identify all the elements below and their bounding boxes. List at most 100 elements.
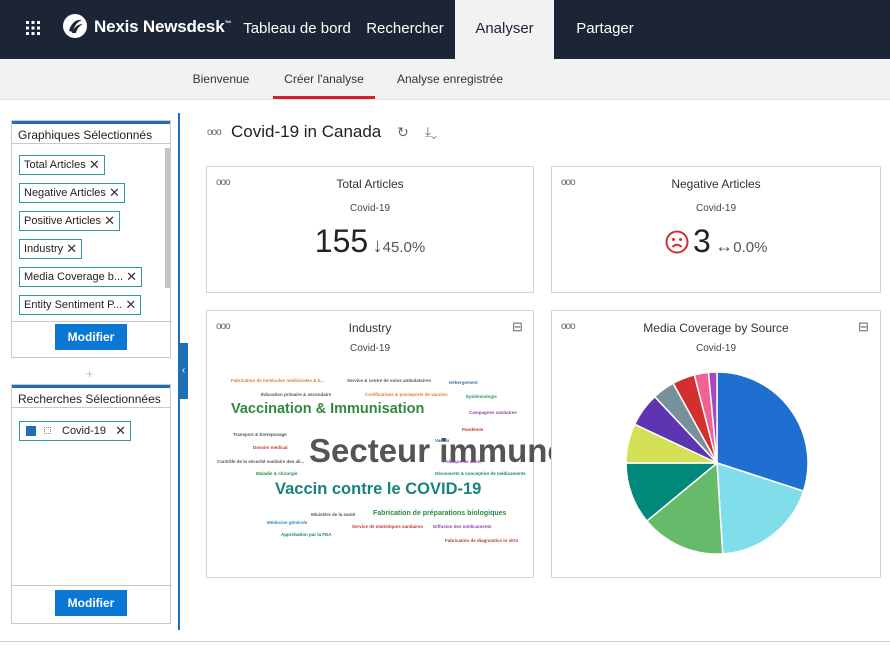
selected-searches-title: Recherches Sélectionnées <box>12 385 170 408</box>
modify-charts-button[interactable]: Modifier <box>55 324 127 350</box>
card-menu-icon[interactable]: ooo <box>216 321 231 332</box>
metric-change: 0.0% <box>733 239 768 256</box>
word-cloud-term[interactable]: Fabrication de préparations biologiques <box>373 510 507 517</box>
nexis-logo-icon <box>63 14 87 38</box>
app-grid-icon[interactable] <box>25 20 41 36</box>
word-cloud-term[interactable]: Éducation primaire & secondaire <box>261 392 332 397</box>
word-cloud-term[interactable]: Campagnes sanitaires <box>469 410 517 415</box>
chart-chip-media-coverage[interactable]: Media Coverage b... ✕ <box>19 267 143 287</box>
search-chip-covid-19[interactable]: Covid-19 ✕ <box>19 421 131 441</box>
collapse-icon[interactable]: ⊟ <box>512 319 523 334</box>
neutral-arrow-icon: ↔ <box>715 236 734 256</box>
card-title: Industry <box>348 321 392 335</box>
metric: 155 ↓45.0% <box>207 223 533 260</box>
metric: 3 ↔0.0% <box>552 223 880 260</box>
word-cloud-term[interactable]: Épidémiologie <box>466 394 497 399</box>
word-cloud-term[interactable]: Diffusion des médicaments <box>433 524 492 529</box>
card-subtitle: Covid-19 <box>695 343 737 354</box>
metric-value: 155 <box>314 223 369 259</box>
chart-chip-entity-sentiment[interactable]: Entity Sentiment P... ✕ <box>19 295 142 315</box>
divider <box>12 585 172 586</box>
page-title: Covid-19 in Canada <box>231 122 382 141</box>
nav-rechercher[interactable]: Rechercher <box>366 20 444 37</box>
total-articles-card: ooo Total Articles Covid-19 155 ↓45.0% <box>206 166 534 293</box>
word-cloud-term[interactable]: Service & centre de soins ambulatoires <box>347 378 432 383</box>
search-type-icon <box>44 427 51 434</box>
nav-tableau-de-bord[interactable]: Tableau de bord <box>243 20 351 37</box>
word-cloud-term[interactable]: Politique de santé <box>443 459 482 464</box>
pie-slice-1[interactable] <box>716 371 809 493</box>
selected-searches-panel: Recherches Sélectionnées Covid-19 ✕ Modi… <box>11 384 172 624</box>
remove-icon[interactable]: ✕ <box>125 297 137 312</box>
pie-slice-3[interactable] <box>645 461 724 555</box>
remove-icon[interactable]: ✕ <box>104 213 116 228</box>
chart-chip-total-articles[interactable]: Total Articles ✕ <box>19 155 105 175</box>
word-cloud-term[interactable]: Certifications & passeports de vaccins <box>365 392 448 397</box>
tab-creer-analyse[interactable]: Créer l'analyse <box>273 59 375 99</box>
remove-icon[interactable]: ✕ <box>88 157 100 172</box>
sad-face-icon <box>665 230 689 254</box>
card-title: Total Articles <box>336 177 404 191</box>
word-cloud-term[interactable]: Ministère de la santé <box>311 512 356 517</box>
divider <box>12 321 172 322</box>
remove-icon[interactable]: ✕ <box>66 241 78 256</box>
word-cloud-term[interactable]: Pandémie <box>462 427 484 432</box>
word-cloud-term[interactable]: Transport & Entreposage <box>233 432 287 437</box>
modify-searches-button[interactable]: Modifier <box>55 590 127 616</box>
chip-label: Media Coverage b... <box>24 271 124 283</box>
chip-label: Covid-19 <box>62 425 107 437</box>
word-cloud-term[interactable]: Vaccination & Immunisation <box>231 401 425 417</box>
charts-scrollbar[interactable] <box>165 148 170 288</box>
download-icon[interactable]: ⤓⌄ <box>425 124 437 139</box>
word-cloud-term[interactable]: Dossier médical <box>253 445 288 450</box>
card-subtitle: Covid-19 <box>349 343 391 354</box>
card-menu-icon[interactable]: ooo <box>561 321 576 332</box>
footer-divider <box>0 641 890 642</box>
word-cloud-term[interactable]: Service de statistiques sanitaires <box>352 524 424 529</box>
word-cloud-term[interactable]: Contrôle de la sécurité sanitaire des al… <box>217 459 305 464</box>
refresh-icon[interactable]: ↻ <box>397 124 409 140</box>
tab-analyse-enregistree[interactable]: Analyse enregistrée <box>396 72 504 86</box>
negative-articles-card: ooo Negative Articles Covid-19 3 ↔0.0% <box>551 166 881 293</box>
collapse-sidebar-button[interactable]: ‹ <box>179 343 188 399</box>
industry-card: ooo Industry ⊟ Covid-19 Fabrication de m… <box>206 310 685 578</box>
word-cloud-term[interactable]: Fabrication de molécules médicinales & b… <box>231 378 325 383</box>
chip-label: Industry <box>24 243 64 255</box>
chart-chip-negative-articles[interactable]: Negative Articles ✕ <box>19 183 125 203</box>
chart-chip-industry[interactable]: Industry ✕ <box>19 239 83 259</box>
chip-label: Negative Articles <box>24 187 106 199</box>
media-coverage-pie-chart <box>625 371 809 555</box>
remove-icon[interactable]: ✕ <box>109 185 120 200</box>
card-menu-icon[interactable]: ooo <box>216 177 231 188</box>
down-arrow-icon: ↓ <box>372 235 383 257</box>
word-cloud-term[interactable]: Fabrication de diagnostics in vitro <box>445 538 519 543</box>
word-cloud-term[interactable]: Découverte & conception de médicaments <box>435 471 526 476</box>
word-cloud-term[interactable]: Médecine générale <box>267 520 308 525</box>
industry-word-cloud: Fabrication de molécules médicinales & b… <box>207 311 685 577</box>
nav-analyser[interactable]: Analyser <box>455 0 554 59</box>
collapse-icon[interactable]: ⊟ <box>858 319 869 334</box>
word-cloud-term[interactable]: Hébergement <box>449 380 478 385</box>
top-nav: Nexis Newsdesk™ Tableau de bord Recherch… <box>0 0 890 59</box>
tab-bienvenue[interactable]: Bienvenue <box>192 72 250 86</box>
pie-slice-10[interactable] <box>707 371 718 464</box>
selected-charts-panel: Graphiques Sélectionnés Total Articles ✕ … <box>11 120 172 358</box>
pie-slice-2[interactable] <box>716 461 805 555</box>
nav-partager[interactable]: Partager <box>576 20 634 37</box>
card-subtitle: Covid-19 <box>349 203 391 214</box>
card-subtitle: Covid-19 <box>695 203 737 214</box>
metric-change: 45.0% <box>382 239 426 256</box>
media-coverage-card: ooo Media Coverage by Source ⊟ Covid-19 <box>551 310 881 578</box>
chip-label: Positive Articles <box>24 215 102 227</box>
card-menu-icon[interactable]: ooo <box>561 177 576 188</box>
word-cloud-term[interactable]: Approbation par la FDA <box>281 532 332 537</box>
remove-icon[interactable]: ✕ <box>115 423 126 438</box>
chart-chip-positive-articles[interactable]: Positive Articles ✕ <box>19 211 121 231</box>
app-name: Nexis Newsdesk™ <box>94 17 232 36</box>
remove-icon[interactable]: ✕ <box>126 269 138 284</box>
chip-label: Entity Sentiment P... <box>24 299 123 311</box>
more-options-icon[interactable]: ooo <box>207 127 222 138</box>
word-cloud-term[interactable]: Vaccin <box>435 438 450 443</box>
word-cloud-term[interactable]: Maladie & chirurgie <box>256 471 298 476</box>
word-cloud-term[interactable]: Vaccin contre le COVID-19 <box>275 480 482 498</box>
